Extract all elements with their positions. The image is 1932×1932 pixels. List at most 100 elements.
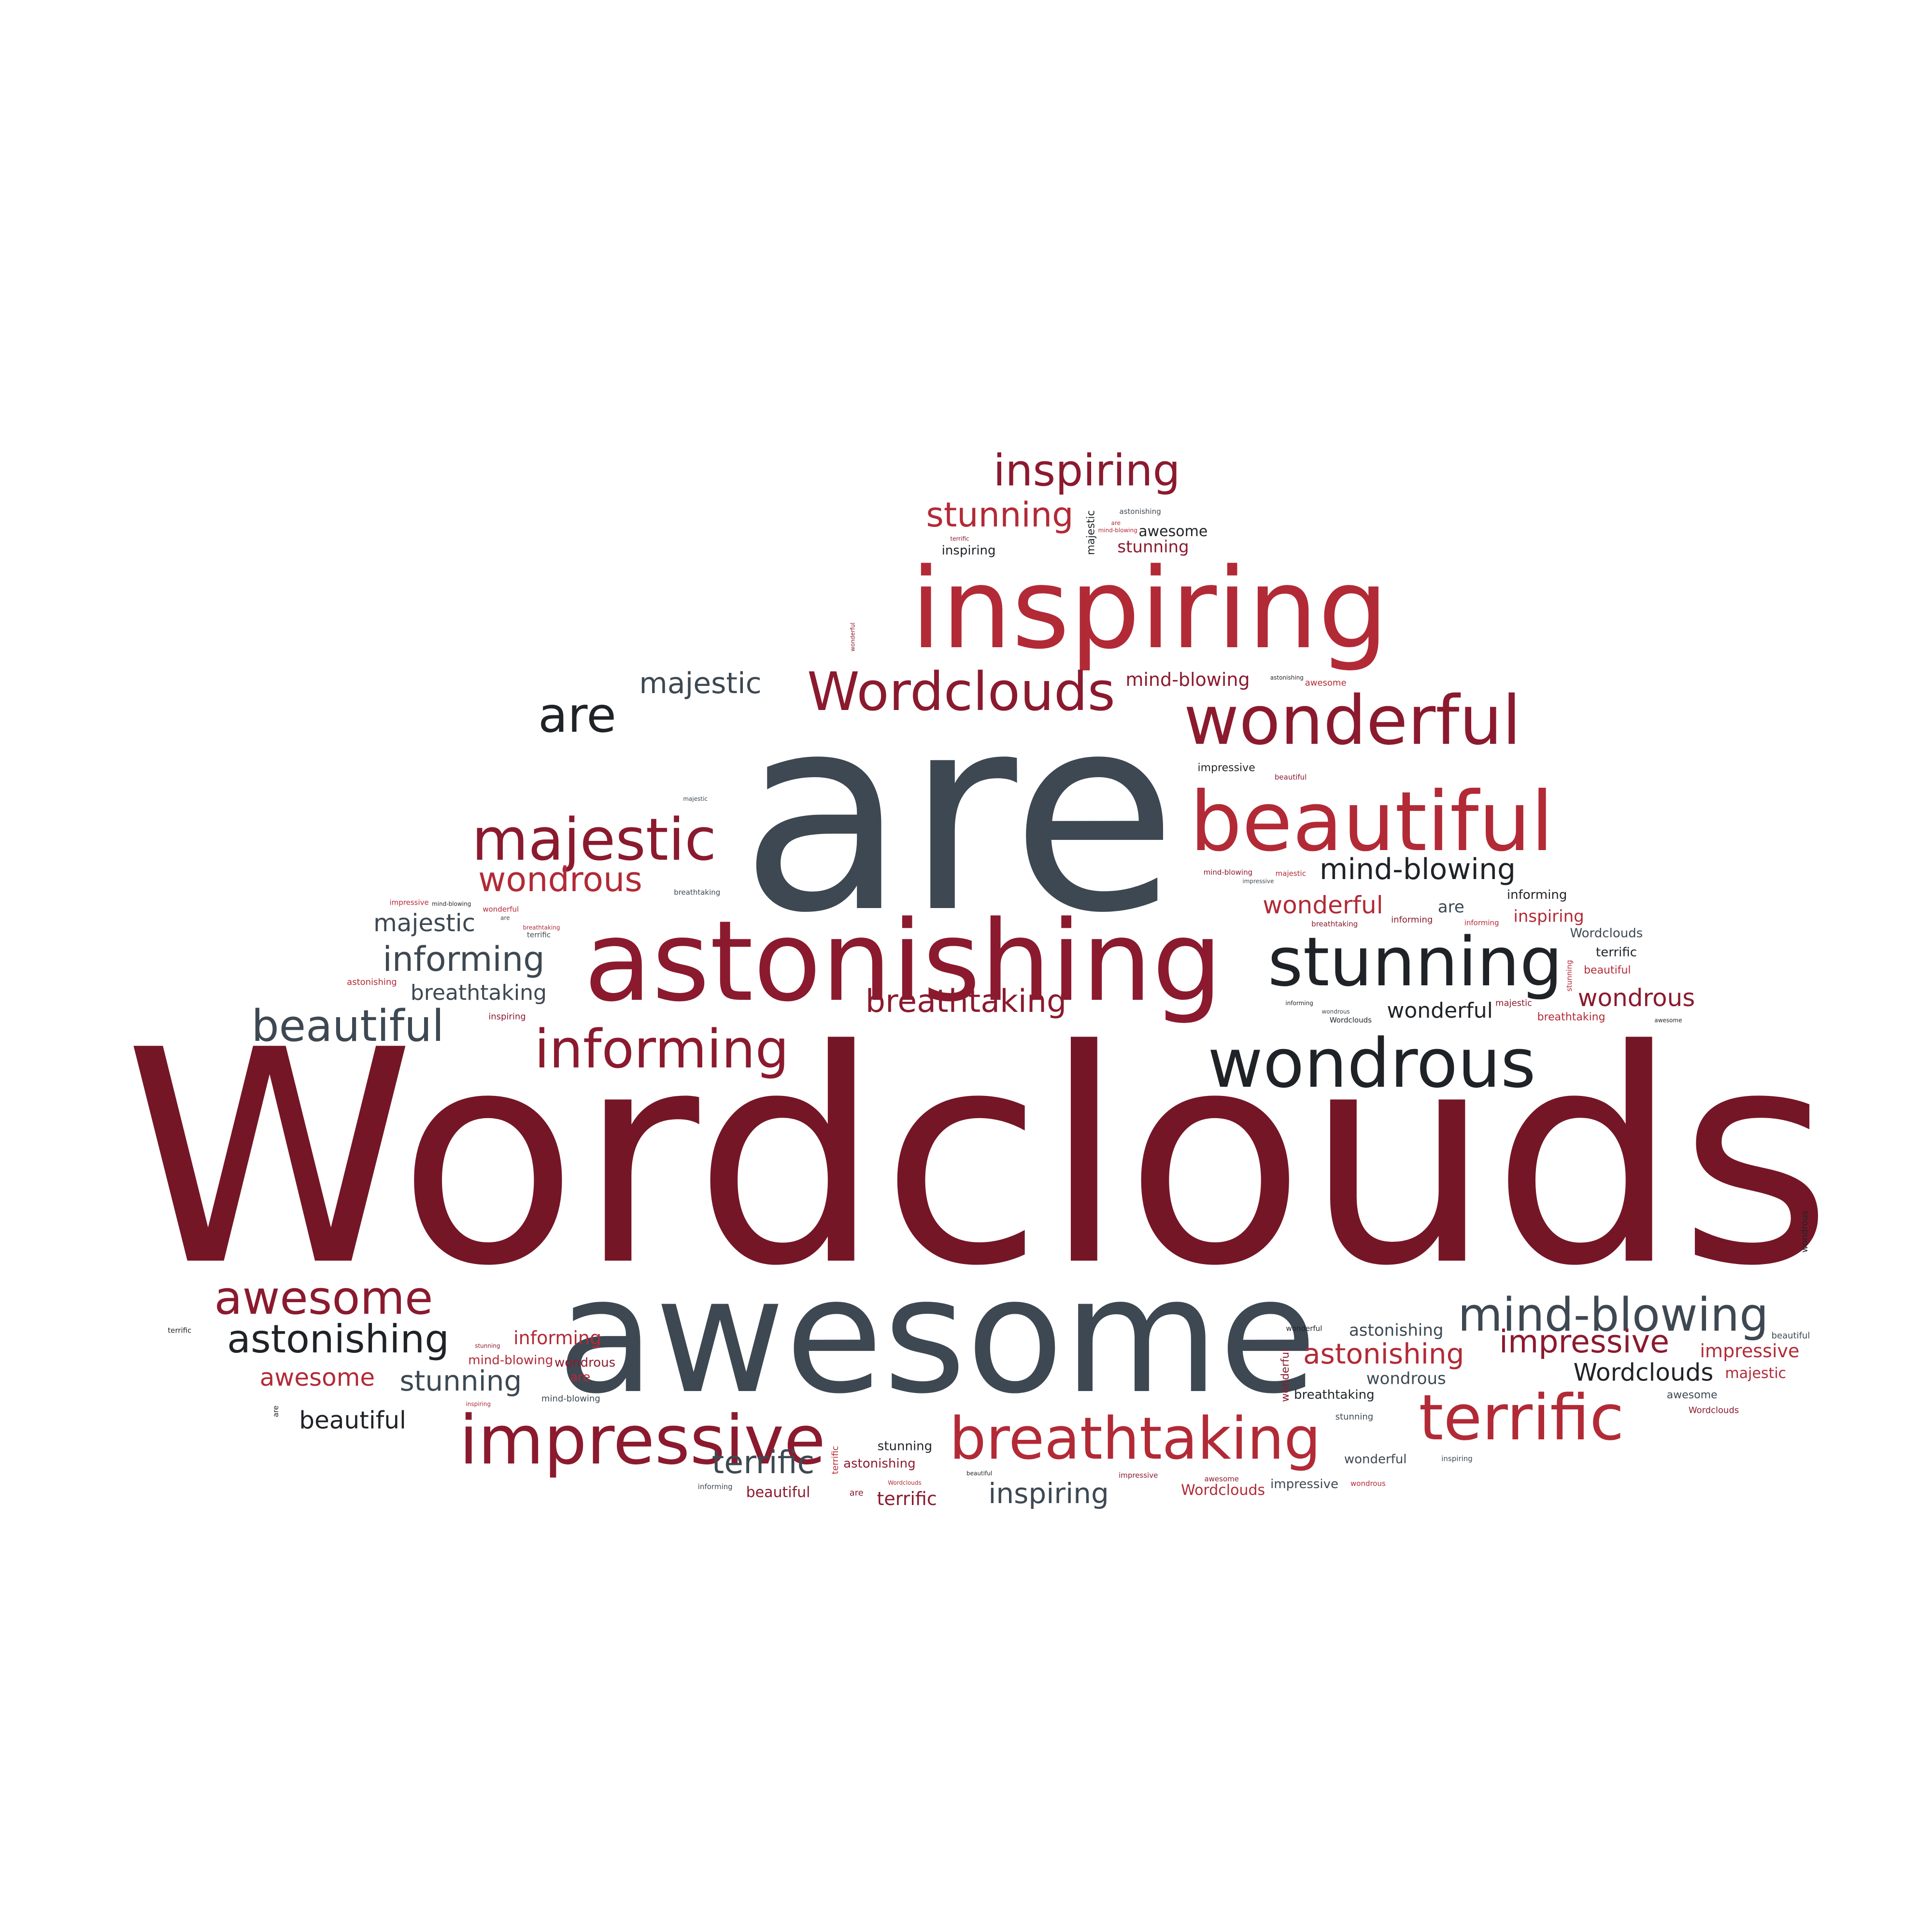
- word: stunning: [1335, 1412, 1374, 1422]
- word: mind-blowing: [1098, 527, 1137, 534]
- word: astonishing: [1270, 674, 1304, 681]
- word: beautiful: [252, 1001, 444, 1051]
- word: awesome: [1305, 678, 1347, 688]
- word: are: [1111, 520, 1121, 526]
- word: Wordclouds: [1570, 926, 1643, 941]
- word: beautiful: [746, 1484, 810, 1501]
- word: impressive: [1499, 1324, 1669, 1360]
- word: awesome: [557, 1243, 1317, 1429]
- word: wondrous: [1350, 1479, 1386, 1488]
- word: wondrous: [1321, 1009, 1350, 1015]
- word: breathtaking: [523, 924, 560, 931]
- word: wonderful: [1286, 1324, 1322, 1333]
- word: inspiring: [942, 543, 996, 558]
- word: wondrous: [1208, 1024, 1536, 1103]
- word: are: [271, 1406, 280, 1417]
- word: terrific: [527, 930, 551, 939]
- word: are: [1438, 897, 1464, 917]
- word: are: [740, 657, 1178, 972]
- word: inspiring: [993, 445, 1180, 496]
- word: astonishing: [227, 1317, 449, 1362]
- word: inspiring: [910, 545, 1389, 674]
- word: beautiful: [299, 1406, 406, 1434]
- word: astonishing: [347, 977, 397, 987]
- word: informing: [535, 1018, 789, 1080]
- word: breathtaking: [866, 983, 1067, 1020]
- word: awesome: [1654, 1017, 1682, 1023]
- word: wonderful: [1184, 682, 1521, 760]
- word: stunning: [1268, 923, 1563, 1002]
- word: Wordclouds: [1689, 1405, 1739, 1415]
- word: breathtaking: [411, 980, 547, 1005]
- word: majestic: [1085, 510, 1097, 555]
- word: informing: [1464, 919, 1499, 927]
- word: mind-blowing: [1458, 1289, 1768, 1342]
- word: terrific: [168, 1326, 191, 1335]
- word: wonderful: [1263, 891, 1383, 919]
- word: Wordclouds: [124, 987, 1833, 1330]
- word: majestic: [373, 909, 475, 937]
- word: terrific: [1419, 1381, 1624, 1454]
- word: wondrous: [554, 1356, 615, 1370]
- word: are: [570, 1370, 590, 1384]
- word: inspiring: [988, 1477, 1109, 1510]
- word: awesome: [1138, 523, 1208, 540]
- word: are: [538, 687, 616, 743]
- word: wondrous: [1800, 1210, 1810, 1252]
- word: mind-blowing: [468, 1353, 553, 1368]
- word: impressive: [389, 898, 428, 907]
- word: wondrous: [1366, 1369, 1446, 1389]
- word: beautiful: [1190, 774, 1553, 870]
- word: terrific: [712, 1445, 815, 1481]
- word: Wordclouds: [888, 1479, 922, 1486]
- word: impressive: [459, 1401, 826, 1480]
- word: Wordclouds: [1574, 1358, 1714, 1386]
- word: impressive: [1700, 1340, 1800, 1362]
- word: impressive: [1198, 762, 1255, 774]
- word: mind-blowing: [541, 1393, 600, 1404]
- word: awesome: [214, 1272, 433, 1325]
- word: majestic: [1495, 998, 1532, 1008]
- hero-words: Wordclouds are awesome astonishing inspi…: [124, 445, 1833, 1481]
- word: wondrous: [478, 860, 642, 899]
- word: informing: [1507, 888, 1567, 902]
- word: informing: [1391, 915, 1433, 925]
- word: astonishing: [1349, 1321, 1444, 1340]
- word: awesome: [1204, 1475, 1239, 1483]
- word: majestic: [683, 796, 708, 802]
- word: stunning: [926, 495, 1073, 535]
- word: Wordclouds: [807, 661, 1115, 723]
- word: mind-blowing: [1125, 669, 1250, 690]
- word: wonderful: [1279, 1349, 1292, 1402]
- word: terrific: [950, 535, 969, 542]
- word: beautiful: [1584, 964, 1631, 976]
- word: wonderful: [1387, 998, 1492, 1023]
- word: mind-blowing: [1204, 868, 1253, 877]
- word: majestic: [639, 667, 761, 700]
- word: informing: [513, 1327, 601, 1349]
- word: are: [500, 915, 510, 922]
- word: inspiring: [1513, 907, 1584, 926]
- word: Wordclouds: [1181, 1482, 1265, 1499]
- word: breathtaking: [1311, 920, 1358, 928]
- word: informing: [1285, 1000, 1313, 1007]
- word: wonderful: [1344, 1452, 1407, 1467]
- word: impressive: [1270, 1477, 1338, 1492]
- word: breathtaking: [1537, 1011, 1605, 1023]
- word: Wordclouds: [1330, 1016, 1372, 1024]
- word: astonishing: [843, 1456, 916, 1471]
- word: stunning: [475, 1342, 500, 1349]
- word: mind-blowing: [1320, 852, 1516, 886]
- word: beautiful: [1772, 1331, 1810, 1341]
- word: terrific: [877, 1488, 937, 1509]
- word: inspiring: [466, 1401, 491, 1407]
- word: majestic: [472, 807, 716, 874]
- word: are: [850, 1488, 864, 1498]
- word: wondrous: [1578, 984, 1695, 1012]
- word: impressive: [1119, 1471, 1158, 1479]
- word: wonderful: [483, 905, 519, 914]
- word: astonishing: [1120, 507, 1161, 516]
- word: astonishing: [584, 897, 1223, 1026]
- word: stunning: [399, 1364, 522, 1397]
